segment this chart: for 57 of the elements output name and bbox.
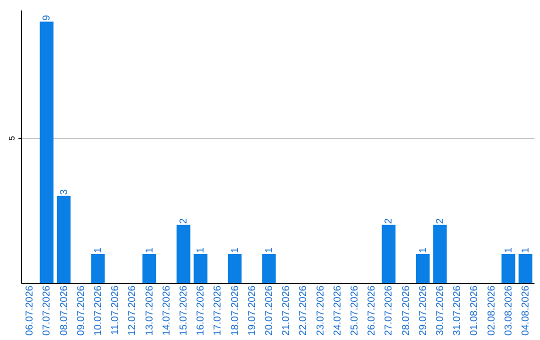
x-tick-label: 25.07.2026 xyxy=(349,285,360,336)
x-tick-label: 16.07.2026 xyxy=(196,285,207,336)
bar xyxy=(142,254,156,283)
x-tick-label: 23.07.2026 xyxy=(315,285,326,336)
data-label: 1 xyxy=(418,246,429,253)
data-label: 1 xyxy=(144,246,156,253)
data-label: 1 xyxy=(520,246,532,253)
x-tick-label: 09.07.2026 xyxy=(76,285,87,336)
x-tick-label: 06.07.2026 xyxy=(24,285,36,336)
y-tick-label: 5 xyxy=(8,136,16,141)
x-tick-label: 17.07.2026 xyxy=(212,285,224,336)
bar xyxy=(228,254,242,283)
x-tick-label: 24.07.2026 xyxy=(332,285,344,336)
x-tick-label: 10.07.2026 xyxy=(92,285,104,336)
data-label: 1 xyxy=(92,246,104,253)
data-label: 1 xyxy=(264,246,275,253)
bar xyxy=(194,254,208,283)
x-tick-label: 13.07.2026 xyxy=(144,285,156,336)
x-tick-label: 26.07.2026 xyxy=(366,285,378,336)
x-tick-label: 07.07.2026 xyxy=(42,285,53,336)
bar xyxy=(56,196,71,283)
x-tick-label: 11.07.2026 xyxy=(110,285,122,335)
bar xyxy=(176,224,190,283)
x-tick-label: 27.07.2026 xyxy=(384,285,395,336)
x-tick-label: 22.07.2026 xyxy=(298,285,310,336)
x-tick-label: 30.07.2026 xyxy=(434,285,446,336)
x-tick-label: 14.07.2026 xyxy=(161,285,172,336)
x-tick-label: 01.08.2026 xyxy=(469,285,480,336)
data-label: 1 xyxy=(503,246,514,253)
x-tick-label: 19.07.2026 xyxy=(246,285,258,336)
x-tick-label: 20.07.2026 xyxy=(264,285,275,336)
x-tick-label: 28.07.2026 xyxy=(400,285,412,336)
bar xyxy=(91,254,105,283)
bar xyxy=(433,224,447,283)
x-tick-label: 12.07.2026 xyxy=(127,285,138,336)
data-label: 2 xyxy=(178,218,190,224)
x-tick-label: 21.07.2026 xyxy=(281,285,292,336)
data-label: 2 xyxy=(384,218,395,224)
x-tick-label: 08.07.2026 xyxy=(58,285,70,336)
bar xyxy=(518,254,532,283)
x-tick-label: 29.07.2026 xyxy=(418,285,429,336)
x-tick-label: 03.08.2026 xyxy=(503,285,514,336)
bar xyxy=(502,254,516,283)
data-label: 1 xyxy=(196,246,207,253)
data-label: 2 xyxy=(434,218,446,224)
bar xyxy=(382,224,396,283)
bar xyxy=(40,22,54,283)
x-tick-label: 04.08.2026 xyxy=(520,285,532,336)
data-label: 3 xyxy=(58,188,70,195)
bar xyxy=(262,254,276,283)
bar xyxy=(416,254,430,283)
x-tick-label: 15.07.2026 xyxy=(178,285,190,336)
x-tick-label: 02.08.2026 xyxy=(486,285,498,336)
x-tick-label: 18.07.2026 xyxy=(230,285,241,336)
data-label: 1 xyxy=(230,246,241,253)
x-tick-label: 31.07.2026 xyxy=(452,285,464,336)
data-label: 9 xyxy=(42,14,53,21)
